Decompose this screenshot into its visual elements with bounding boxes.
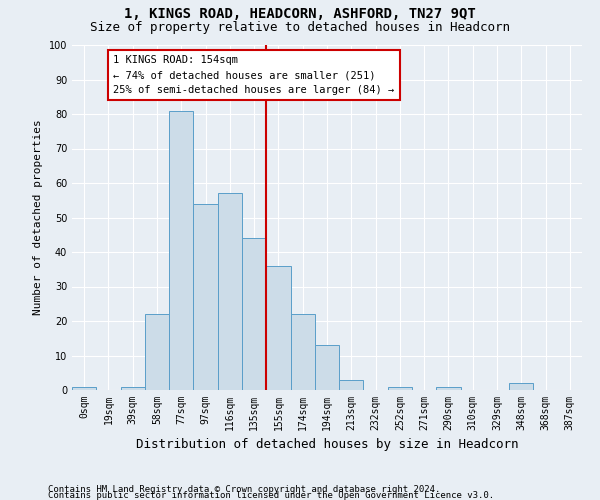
Bar	[339, 380, 364, 390]
Bar	[121, 386, 145, 390]
Text: Contains public sector information licensed under the Open Government Licence v3: Contains public sector information licen…	[48, 491, 494, 500]
Bar	[193, 204, 218, 390]
Y-axis label: Number of detached properties: Number of detached properties	[33, 120, 43, 316]
Bar	[169, 110, 193, 390]
Bar	[72, 386, 96, 390]
Bar	[218, 194, 242, 390]
Bar	[315, 345, 339, 390]
Text: 1 KINGS ROAD: 154sqm
← 74% of detached houses are smaller (251)
25% of semi-deta: 1 KINGS ROAD: 154sqm ← 74% of detached h…	[113, 56, 395, 95]
Bar	[388, 386, 412, 390]
Bar	[242, 238, 266, 390]
Bar	[266, 266, 290, 390]
Bar	[436, 386, 461, 390]
Bar	[145, 314, 169, 390]
X-axis label: Distribution of detached houses by size in Headcorn: Distribution of detached houses by size …	[136, 438, 518, 452]
Text: Size of property relative to detached houses in Headcorn: Size of property relative to detached ho…	[90, 21, 510, 34]
Bar	[290, 314, 315, 390]
Text: 1, KINGS ROAD, HEADCORN, ASHFORD, TN27 9QT: 1, KINGS ROAD, HEADCORN, ASHFORD, TN27 9…	[124, 8, 476, 22]
Bar	[509, 383, 533, 390]
Text: Contains HM Land Registry data © Crown copyright and database right 2024.: Contains HM Land Registry data © Crown c…	[48, 484, 440, 494]
